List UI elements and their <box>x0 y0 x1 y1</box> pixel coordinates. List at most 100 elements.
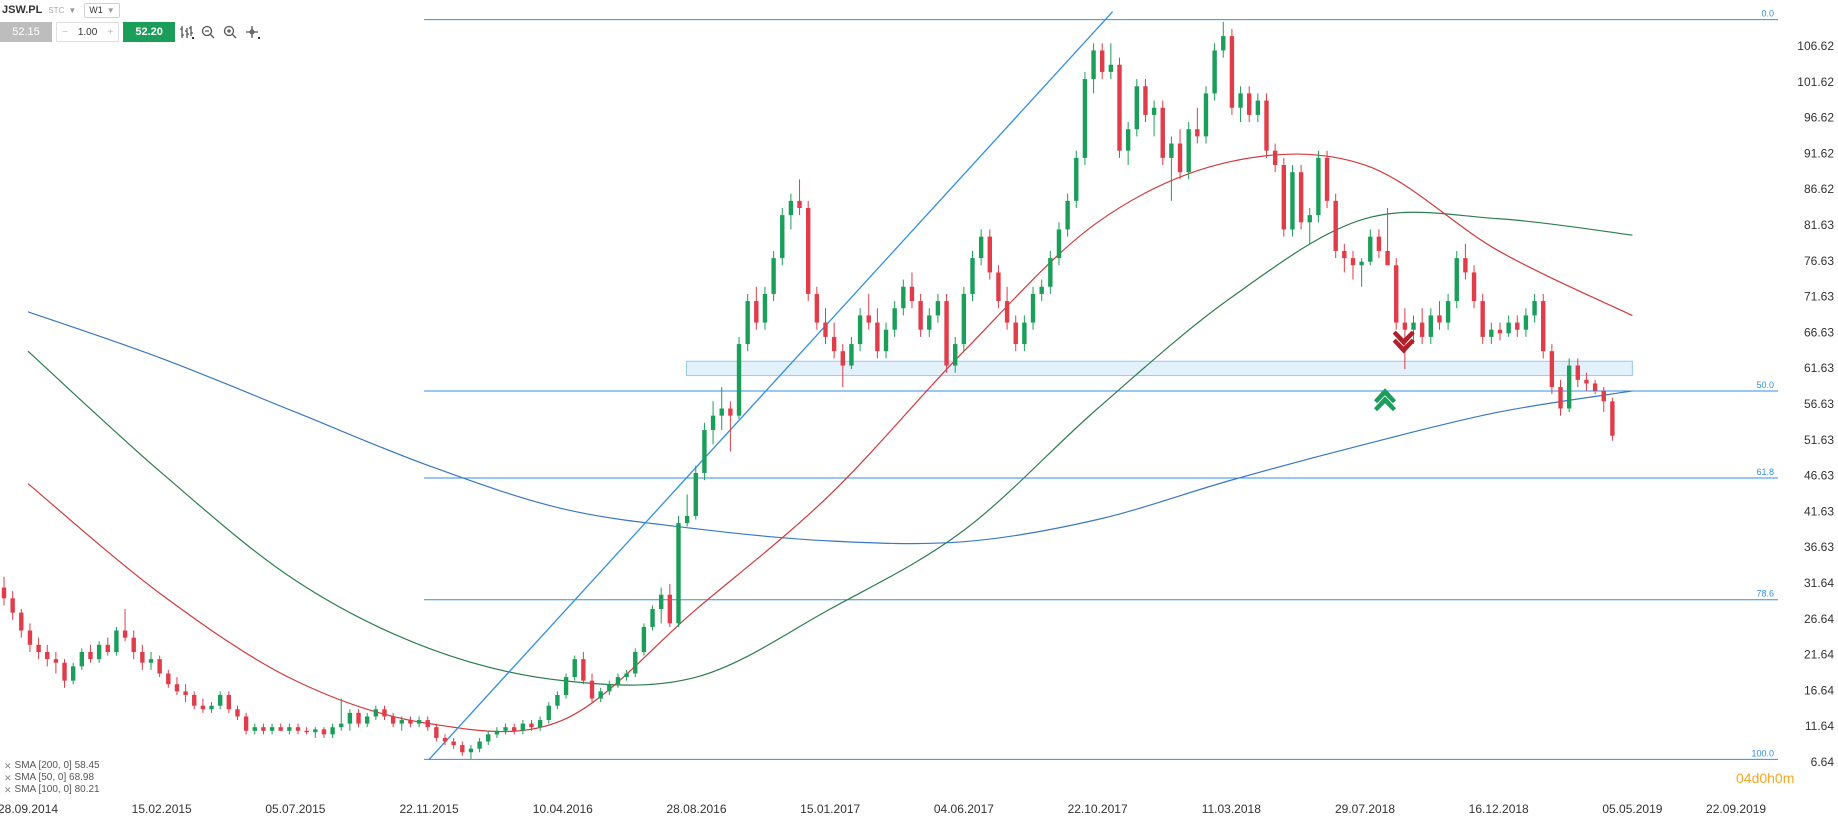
candle-body <box>857 315 863 345</box>
candle-body <box>1307 215 1312 223</box>
trendline[interactable] <box>428 11 1114 760</box>
candle-body <box>935 301 941 316</box>
instrument-header: JSW.PL STC ▼ W1 ▼ <box>2 2 120 18</box>
candle-body <box>1212 50 1217 94</box>
candle-body <box>745 301 750 345</box>
candle-body <box>624 673 629 678</box>
increase-volume-button[interactable]: + <box>107 26 114 38</box>
legend-label: SMA [200, 0] 58.45 <box>14 760 100 771</box>
candle-body <box>1411 322 1416 330</box>
price-tick-label: 41.63 <box>1804 504 1834 518</box>
candle-body <box>1610 401 1615 436</box>
date-tick-label: 04.06.2017 <box>934 802 994 816</box>
candle-body <box>909 286 915 302</box>
candle-body <box>1108 64 1114 72</box>
crosshair-icon[interactable] <box>241 22 263 42</box>
price-tick-label: 61.63 <box>1804 361 1834 375</box>
price-tick-label: 31.64 <box>1804 576 1834 590</box>
candle-body <box>1428 315 1434 337</box>
candle-body <box>330 727 335 735</box>
price-tick-label: 6.64 <box>1811 755 1835 769</box>
date-tick-label: 22.10.2017 <box>1068 802 1128 816</box>
candle-body <box>918 301 923 330</box>
candle-body <box>304 730 309 733</box>
candle-body <box>183 691 188 695</box>
candle-body <box>762 293 768 323</box>
buy-button[interactable]: 52.20 <box>123 22 176 42</box>
symbol-label[interactable]: JSW.PL <box>2 4 43 16</box>
candle-body <box>88 652 93 660</box>
candle-body <box>1056 229 1062 259</box>
candle-body <box>356 712 361 724</box>
candle-body <box>987 236 992 273</box>
volume-stepper[interactable]: − 1.00 + <box>56 22 120 42</box>
legend-item-sma100[interactable]: ✕ SMA [100, 0] 80.21 <box>4 784 100 796</box>
candle-body <box>1592 383 1598 391</box>
candle-body <box>892 308 897 330</box>
candle-body <box>19 612 24 631</box>
date-tick-label: 28.08.2016 <box>666 802 726 816</box>
bar-chart-icon[interactable] <box>175 22 197 42</box>
date-tick-label: 22.11.2015 <box>400 802 459 816</box>
price-axis[interactable]: 106.62 101.62 96.62 91.62 86.62 81.63 76.63 71.… <box>1797 39 1834 769</box>
sell-button[interactable]: 52.15 <box>0 22 52 42</box>
candle-body <box>1169 143 1174 158</box>
fib-level-label: 100.0 <box>1751 748 1774 758</box>
time-axis[interactable]: 28.09.2014 15.02.2015 05.07.2015 22.11.2015… <box>0 802 1766 816</box>
decrease-volume-button[interactable]: − <box>62 26 68 38</box>
candle-body <box>684 515 690 524</box>
chevron-down-icon: ▼ <box>106 5 115 15</box>
candle-body <box>53 659 59 663</box>
close-icon[interactable]: ✕ <box>4 785 12 795</box>
candle-body <box>1333 200 1338 251</box>
candle-body <box>883 329 889 352</box>
candle-body <box>1030 293 1036 323</box>
candle-body <box>1255 100 1261 115</box>
legend-item-sma200[interactable]: ✕ SMA [200, 0] 58.45 <box>4 760 100 772</box>
candle-body <box>1238 93 1243 108</box>
zoom-out-icon[interactable] <box>197 22 219 42</box>
candle-body <box>1463 258 1468 273</box>
price-tick-label: 21.64 <box>1804 648 1834 662</box>
candle-body <box>771 258 776 294</box>
zoom-in-icon[interactable] <box>219 22 241 42</box>
candle-body <box>486 734 491 742</box>
candle-body <box>1091 50 1096 80</box>
date-tick-label: 05.07.2015 <box>265 802 325 816</box>
candle-body <box>581 659 586 681</box>
close-icon[interactable]: ✕ <box>4 773 12 783</box>
price-tick-label: 86.62 <box>1804 182 1834 196</box>
close-icon[interactable]: ✕ <box>4 761 12 771</box>
fibonacci-retracement[interactable]: 0.0 50.0 61.8 78.6 100.0 <box>424 9 1778 760</box>
date-tick-label: 16.12.2018 <box>1469 802 1529 816</box>
date-tick-label: 10.04.2016 <box>533 802 593 816</box>
candle-body <box>1125 129 1131 151</box>
candle-body <box>114 630 119 653</box>
candle-body <box>434 727 439 738</box>
candle-body <box>235 709 240 717</box>
date-tick-label: 28.09.2014 <box>0 802 58 816</box>
candle-body <box>1437 315 1442 323</box>
candle-body <box>1221 36 1226 51</box>
support-zone <box>686 360 1633 377</box>
sma-line <box>27 311 1633 545</box>
timeframe-select[interactable]: W1 ▼ <box>84 2 120 18</box>
candle-body <box>598 691 603 699</box>
candle-body <box>1 587 7 599</box>
candle-body <box>978 236 984 259</box>
instrument-type-select[interactable]: STC ▼ <box>48 6 76 15</box>
candle-body <box>1177 143 1183 173</box>
volume-value[interactable]: 1.00 <box>77 26 98 38</box>
candle-body <box>209 705 214 710</box>
candle-body <box>1082 79 1088 158</box>
candle-body <box>1247 93 1252 115</box>
timeframe-label: W1 <box>89 5 103 15</box>
candle-body <box>1004 301 1010 323</box>
candle-body <box>62 662 67 681</box>
legend-item-sma50[interactable]: ✕ SMA [50, 0] 68.98 <box>4 772 100 784</box>
candle-body <box>364 716 370 724</box>
candle-body <box>710 415 716 430</box>
candle-body <box>814 293 820 323</box>
candle-body <box>1549 351 1555 388</box>
